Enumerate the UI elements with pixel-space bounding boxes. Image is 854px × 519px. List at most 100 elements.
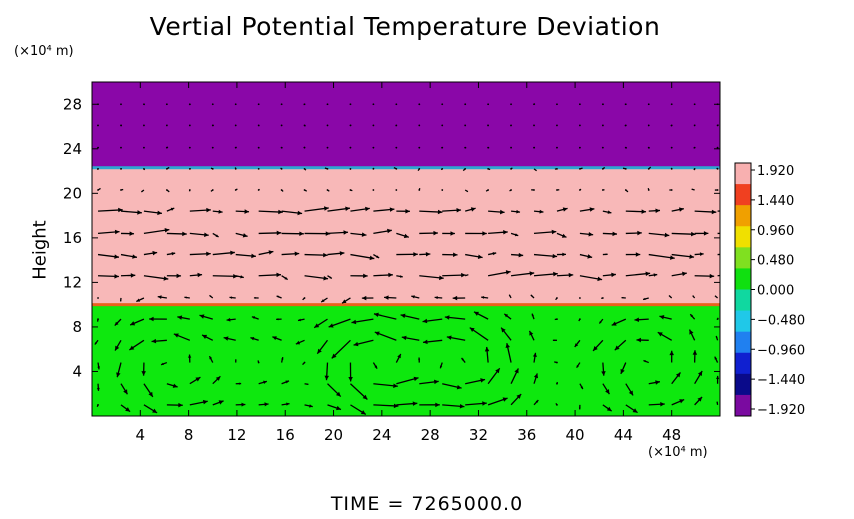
vector-arrow [441,124,444,127]
vector-arrow [372,167,375,170]
colorbar-swatch [735,163,751,185]
vector-arrow [211,103,214,106]
vector-arrow [327,275,333,280]
vector-arrow [258,209,283,215]
colorbar-swatch [735,394,751,417]
vector-arrow [669,189,673,191]
vector-arrow [396,401,418,406]
vector-arrow [601,124,604,127]
vector-arrow [533,253,558,259]
vector-arrow [556,189,560,191]
vector-arrow [464,274,469,277]
vector-arrow [671,253,695,259]
vector-arrow [715,335,719,341]
vector-arrow [120,146,122,149]
vector-arrow [372,103,375,106]
vector-arrow [533,103,536,106]
vector-arrow [422,339,443,345]
vector-arrow [235,253,256,259]
vector-arrow [648,253,675,260]
vector-arrow [464,103,467,106]
vector-arrow [671,372,681,385]
vector-arrow [556,381,559,385]
vector-arrow [393,166,398,170]
vector-arrow [418,357,421,363]
colorbar-swatch [735,184,751,206]
vector-arrow [97,229,120,235]
vector-arrow [226,317,236,322]
vector-arrow [136,297,145,303]
vector-arrow [579,103,581,106]
vector-arrow [579,253,593,259]
vector-arrow [257,103,260,106]
vector-arrow [165,189,170,193]
vector-arrow [212,400,224,406]
vector-arrow [670,146,673,149]
vector-arrow [556,252,567,257]
vector-arrow [579,124,581,127]
vector-arrow [349,103,352,106]
vector-arrow [143,383,154,398]
y-axis-unit: (×10⁴ m) [14,44,74,59]
vector-arrow [601,297,604,300]
colorbar-label: 1.440 [757,194,794,209]
vector-arrow [533,209,544,214]
plot-frame [91,81,721,417]
vector-arrow [485,189,490,192]
vector-arrow [440,167,444,171]
vector-arrow [552,339,557,342]
vector-arrow [648,232,670,238]
vector-arrow [234,188,238,191]
vector-arrow [166,207,175,212]
vector-arrow [372,189,375,191]
vector-arrow [554,318,558,321]
vector-arrow [373,403,399,409]
colorbar-label: 0.960 [757,224,794,239]
chart-title: Vertial Potential Temperature Deviation [149,12,661,41]
interface-line-1 [92,166,720,170]
vector-arrow [442,403,465,409]
vector-arrow [395,146,398,149]
vector-arrow [326,124,329,127]
vector-arrow [280,146,283,149]
vector-arrow [212,250,235,256]
vector-arrow [280,103,283,106]
vector-arrow [303,146,306,149]
vector-arrow [624,146,628,149]
vector-arrow [510,103,512,106]
vector-arrow [647,166,652,170]
vector-arrow [313,318,328,329]
vector-arrow [303,189,308,192]
vector-arrow [487,124,490,127]
vector-arrow [556,124,558,127]
colorbar-swatch [735,352,751,375]
vector-arrow [659,315,672,320]
vector-arrow [555,297,558,301]
vector-arrow [671,207,684,212]
vector-arrow [349,189,353,192]
vector-arrow [418,146,421,149]
vector-arrow [327,383,342,398]
colorbar-label: 1.920 [757,164,794,179]
vector-arrow [234,103,237,106]
vector-arrow [129,318,145,326]
vector-arrow [143,275,169,281]
vector-arrow [120,103,122,106]
vector-arrow [184,296,190,299]
vector-arrow [165,166,170,170]
vector-arrow [235,402,246,407]
vector-arrow [120,253,138,259]
vector-arrow [223,336,236,341]
vector-arrow [598,318,604,324]
vector-arrow [210,167,214,170]
vector-arrow [253,296,259,299]
vector-arrow [373,312,397,320]
vector-arrow [302,297,306,301]
x-tick-label: 36 [517,426,536,444]
vector-arrow [157,295,167,300]
vector-arrow [165,124,168,127]
vector-arrow [419,230,438,236]
vector-arrow [188,167,191,170]
vector-arrow [510,393,522,406]
vector-arrow [211,146,214,149]
